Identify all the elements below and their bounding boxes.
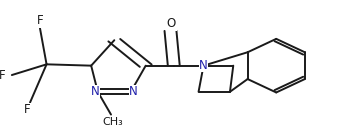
Text: F: F [37,14,43,27]
Text: N: N [91,85,100,98]
Text: N: N [199,59,208,72]
Text: CH₃: CH₃ [102,117,123,127]
Text: F: F [23,103,30,116]
Text: O: O [167,17,176,30]
Text: N: N [129,85,138,98]
Text: F: F [0,68,5,82]
